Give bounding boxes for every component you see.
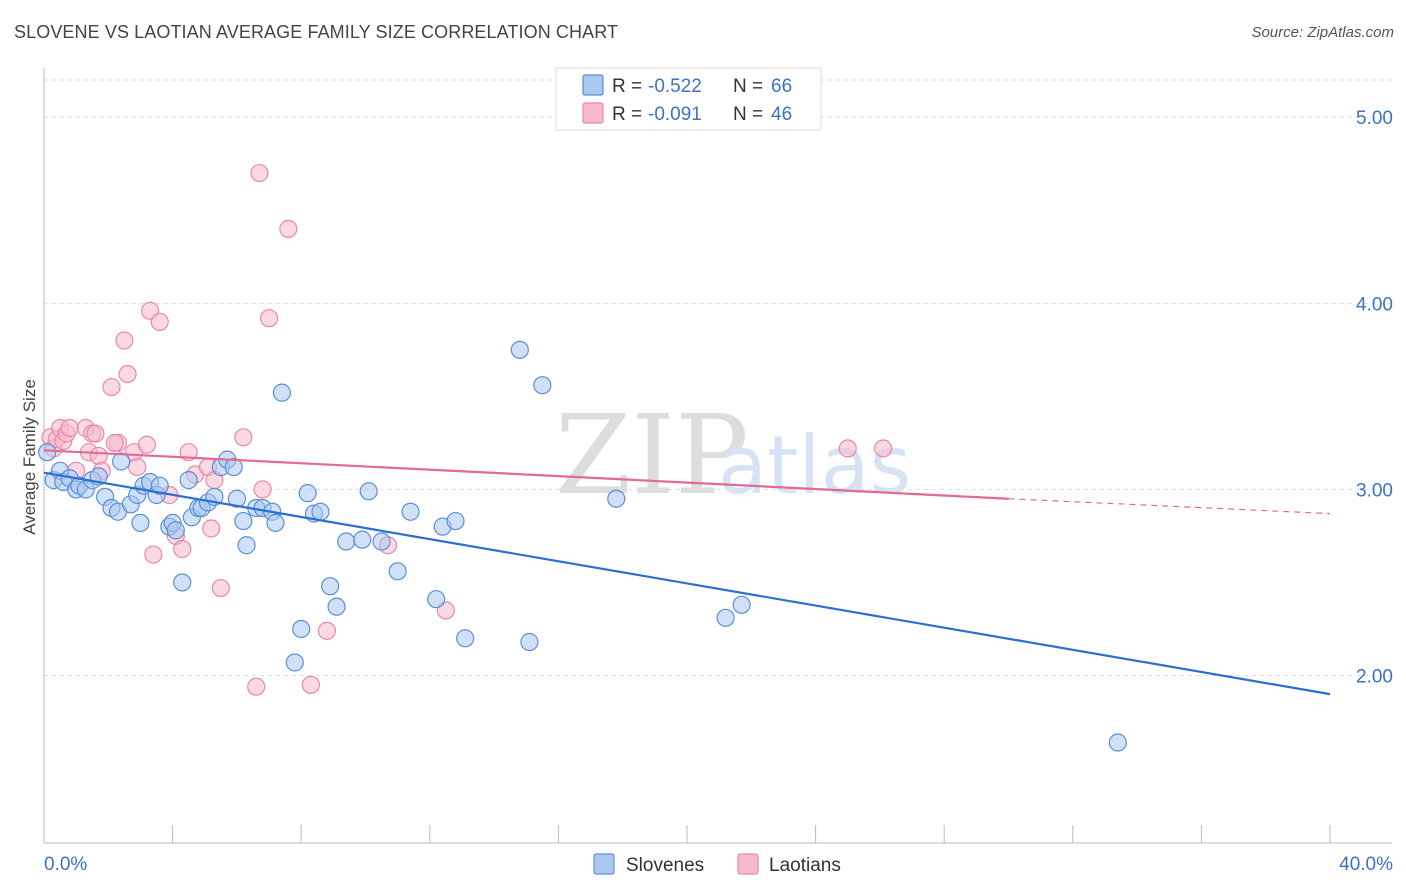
y-tick-label-0: 2.00 [1356, 667, 1393, 688]
laotians-point-42 [86, 424, 105, 443]
legend-r-value-2: -0.091 [648, 104, 702, 125]
bottom-legend: Slovenes Laotians [593, 853, 841, 876]
legend-r-label-1: R = [612, 76, 642, 97]
y-tick-labels: 2.00 3.00 4.00 5.00 [1356, 108, 1393, 687]
trend-lines [43, 449, 1331, 696]
laotians-point-21 [144, 545, 163, 564]
laotians-point-16 [118, 364, 137, 384]
slovenes-point-52 [372, 532, 391, 551]
slovenes-point-65 [1108, 733, 1127, 752]
laotians-point-19 [137, 435, 156, 454]
laotians-point-25 [173, 539, 192, 559]
series-slovenes [38, 340, 1127, 752]
legend-n-value-2: 46 [771, 104, 792, 125]
laotians-point-31 [211, 578, 230, 598]
x-tick-label-0: 0.0% [44, 854, 87, 875]
laotians-point-11 [89, 446, 108, 466]
slovenes-point-58 [456, 629, 475, 648]
laotians-point-32 [234, 428, 253, 447]
laotians-point-29 [202, 519, 221, 538]
source-label: Source: ZipAtlas.com [1251, 24, 1394, 41]
laotians-point-45 [874, 439, 893, 458]
laotians-point-37 [279, 219, 298, 238]
trend-line-laotians [43, 449, 1009, 500]
slovenes-point-24 [173, 573, 192, 592]
laotians-point-35 [253, 480, 272, 499]
slovenes-point-0 [38, 443, 57, 462]
laotians-point-13 [102, 377, 121, 397]
slovenes-point-51 [359, 482, 378, 501]
laotians-point-36 [259, 309, 279, 328]
slovenes-point-41 [272, 383, 292, 402]
slovenes-point-43 [292, 619, 311, 639]
chart-title: SLOVENE VS LAOTIAN AVERAGE FAMILY SIZE C… [14, 22, 619, 42]
bottom-legend-label-laotians: Laotians [769, 855, 841, 876]
slovenes-point-42 [285, 653, 304, 672]
bottom-legend-swatch-slovenes [593, 853, 615, 875]
slovenes-point-36 [237, 536, 256, 555]
laotians-point-6 [60, 418, 79, 438]
legend-swatch-slovenes [582, 74, 604, 96]
slovenes-point-59 [510, 340, 529, 359]
x-tick-labels: 0.0% 40.0% [44, 854, 1393, 875]
slovenes-point-60 [520, 632, 539, 652]
slovenes-point-44 [298, 484, 317, 503]
legend-swatch-laotians [582, 102, 604, 124]
trend-line-slovenes [43, 471, 1331, 696]
y-axis-label: Average Family Size [20, 379, 39, 535]
watermark-zip: ZIP [555, 391, 749, 519]
legend-n-label-2: N = [733, 104, 763, 125]
legend: R = -0.522 N = 66 R = -0.091 N = 46 [555, 67, 822, 131]
slovenes-point-57 [446, 511, 465, 531]
watermark-atlas: atlas [718, 419, 911, 512]
laotians-point-22 [150, 312, 169, 332]
laotians-point-39 [317, 621, 337, 640]
laotians-point-34 [250, 163, 269, 183]
y-tick-label-3: 5.00 [1356, 108, 1393, 129]
slovenes-point-35 [234, 511, 253, 531]
slovenes-point-34 [227, 489, 246, 508]
slovenes-point-46 [311, 502, 330, 521]
y-tick-label-2: 4.00 [1356, 294, 1393, 315]
slovenes-point-25 [179, 471, 198, 490]
laotians-point-44 [838, 439, 857, 458]
laotians-point-38 [301, 675, 320, 694]
slovenes-point-53 [388, 562, 407, 581]
slovenes-point-33 [224, 457, 243, 477]
slovenes-point-61 [533, 376, 552, 395]
laotians-point-15 [115, 331, 134, 350]
legend-n-label-1: N = [733, 76, 763, 97]
legend-r-label-2: R = [612, 104, 642, 125]
slovenes-point-63 [716, 608, 735, 627]
x-tick-label-1: 40.0% [1339, 854, 1393, 875]
laotians-point-18 [128, 457, 147, 477]
slovenes-point-62 [607, 489, 626, 508]
y-tick-label-1: 3.00 [1356, 480, 1393, 501]
slovenes-point-13 [112, 452, 131, 471]
grid-lines [44, 79, 1392, 677]
slovenes-point-50 [353, 530, 372, 549]
laotians-point-43 [105, 433, 124, 452]
slovenes-point-54 [401, 502, 420, 521]
slovenes-point-40 [266, 513, 285, 533]
legend-n-value-1: 66 [771, 76, 792, 97]
slovenes-point-47 [321, 577, 340, 596]
watermark: ZIP atlas [555, 391, 911, 519]
slovenes-point-64 [732, 595, 751, 614]
slovenes-point-49 [337, 532, 356, 551]
bottom-legend-label-slovenes: Slovenes [626, 855, 704, 876]
slovenes-point-55 [427, 590, 446, 609]
slovenes-point-23 [166, 521, 185, 540]
slovenes-point-16 [131, 513, 150, 533]
legend-r-value-1: -0.522 [648, 76, 702, 97]
slovenes-point-48 [327, 597, 346, 616]
trend-line-laotians-dashed [1008, 498, 1331, 515]
laotians-point-33 [247, 677, 266, 696]
slovenes-point-20 [150, 476, 169, 495]
bottom-legend-swatch-laotians [737, 853, 759, 875]
